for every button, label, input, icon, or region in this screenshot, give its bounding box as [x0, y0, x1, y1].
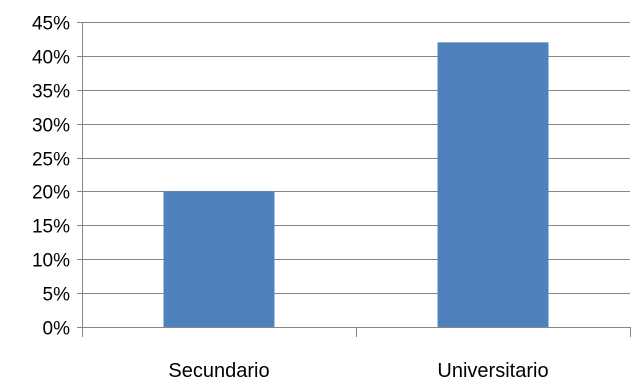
- bars: [163, 42, 549, 327]
- x-tick-label: Universitario: [437, 360, 548, 382]
- axes: [77, 22, 631, 337]
- bar: [163, 191, 275, 327]
- y-tick-label: 45%: [32, 14, 70, 35]
- y-tick-label: 0%: [43, 319, 71, 340]
- y-tick-label: 30%: [32, 116, 70, 137]
- bar: [437, 42, 549, 327]
- y-tick-label: 15%: [32, 217, 70, 238]
- y-tick-label: 35%: [32, 82, 70, 103]
- y-tick-label: 10%: [32, 251, 70, 272]
- y-tick-label: 40%: [32, 48, 70, 69]
- x-tick-labels: Secundario Universitario: [168, 360, 548, 382]
- y-tick-label: 5%: [43, 285, 71, 306]
- y-tick-label: 20%: [32, 183, 70, 204]
- y-tick-labels: 0% 5% 10% 15% 20% 25% 30% 35% 40% 45%: [32, 14, 70, 340]
- x-tick-label: Secundario: [168, 360, 269, 382]
- y-tick-label: 25%: [32, 150, 70, 171]
